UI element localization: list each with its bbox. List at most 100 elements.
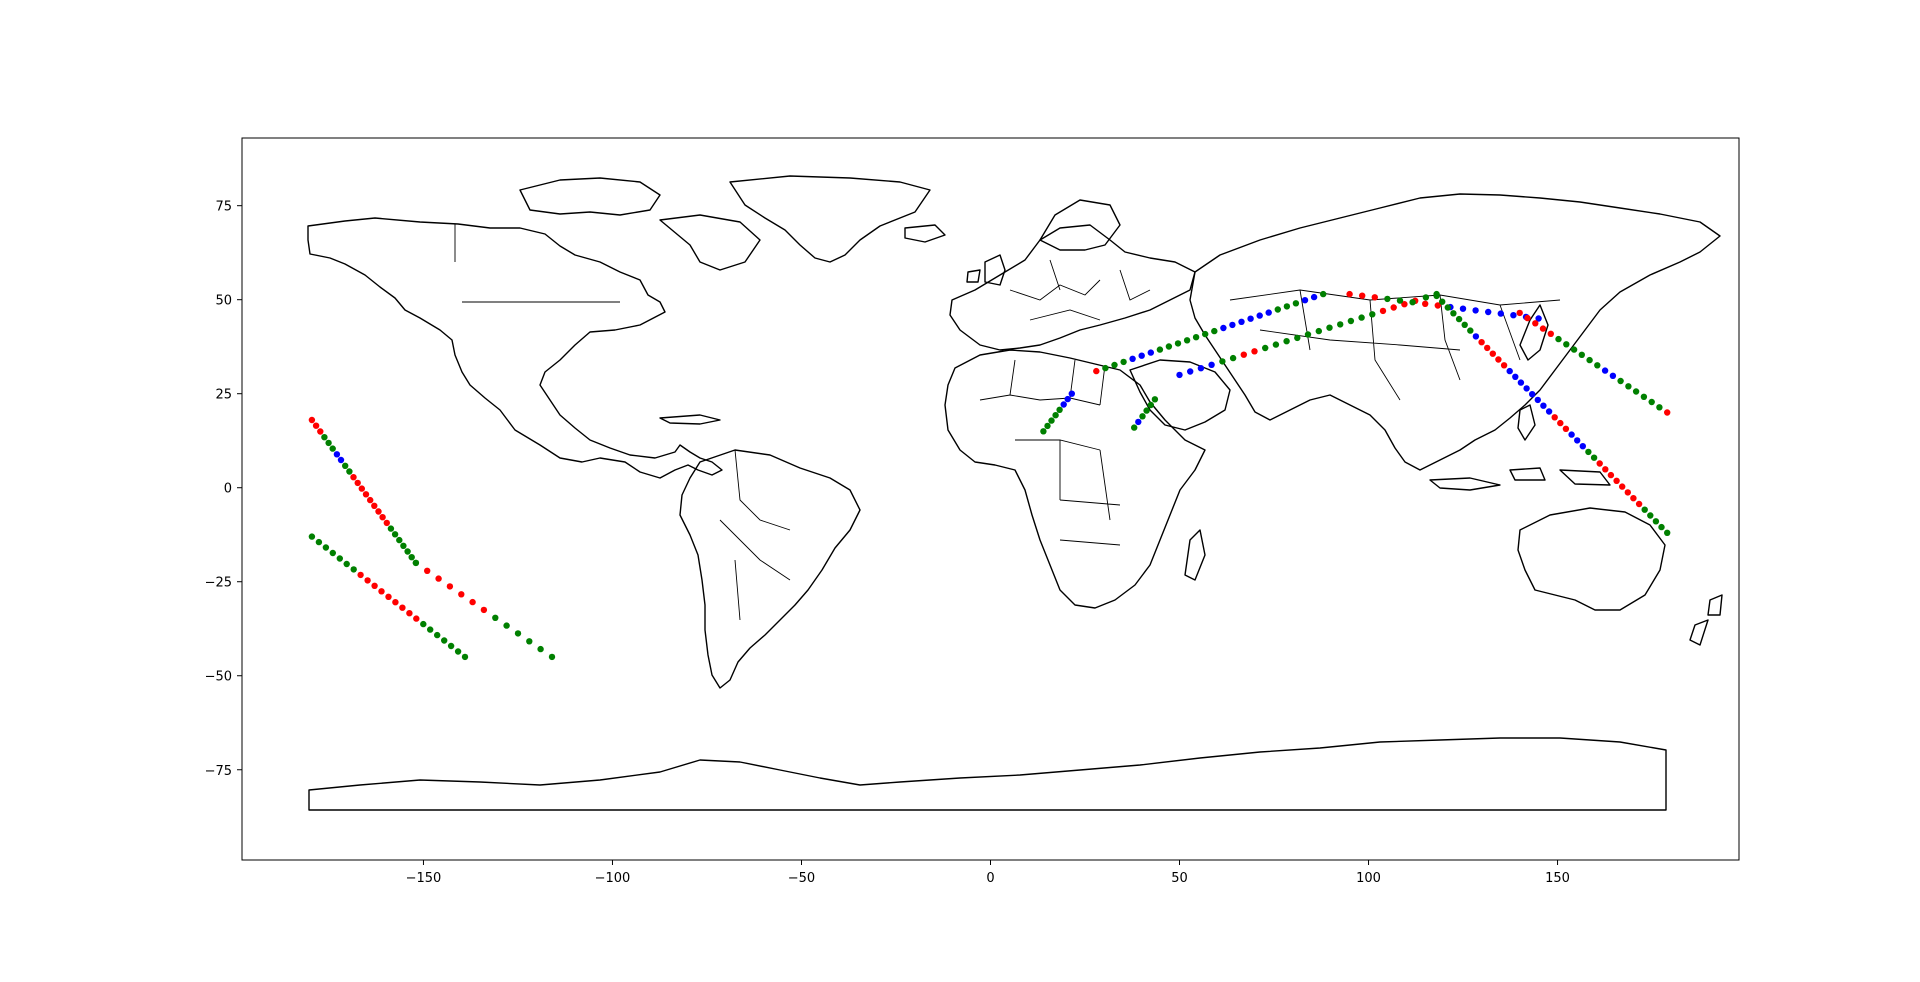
- australia-outline: [1517, 507, 1666, 611]
- red-trajectory-point: [1434, 302, 1442, 309]
- green-trajectory-point: [1358, 314, 1365, 321]
- green-trajectory-point: [1048, 417, 1055, 424]
- x-axis: −150 −100 −50 0 50 100 150: [406, 860, 1570, 886]
- green-trajectory-point: [1131, 424, 1138, 431]
- green-trajectory-point: [1467, 327, 1474, 334]
- red-trajectory-point: [1489, 350, 1497, 357]
- red-trajectory-point: [364, 577, 371, 584]
- red-trajectory-point: [371, 502, 378, 509]
- europe-outline: [949, 224, 1196, 351]
- green-trajectory-point: [1647, 512, 1654, 519]
- green-trajectory-point: [1632, 388, 1640, 395]
- green-trajectory-point: [1151, 396, 1159, 403]
- red-trajectory-point: [1602, 466, 1609, 473]
- red-trajectory-point: [385, 593, 392, 600]
- red-trajectory-point: [308, 416, 316, 424]
- green-trajectory-point: [342, 462, 349, 469]
- blue-trajectory-point: [1485, 308, 1492, 316]
- red-trajectory-point: [1524, 314, 1531, 322]
- green-trajectory-point: [1044, 422, 1051, 430]
- green-trajectory-point: [1590, 454, 1598, 461]
- green-trajectory-point: [1656, 404, 1663, 411]
- green-trajectory-point: [387, 525, 395, 532]
- red-trajectory-point: [1500, 362, 1508, 369]
- green-trajectory-point: [1625, 383, 1632, 390]
- green-trajectory-point: [1111, 361, 1118, 369]
- green-trajectory-point: [1272, 341, 1280, 348]
- green-trajectory-point: [321, 434, 328, 441]
- north-america-outline: [307, 217, 723, 479]
- blue-trajectory-point: [1506, 367, 1513, 375]
- green-trajectory-point: [350, 566, 357, 573]
- green-trajectory-point: [1120, 358, 1127, 366]
- red-trajectory-point: [378, 588, 385, 595]
- blue-trajectory-point: [333, 451, 341, 458]
- blue-trajectory-point: [1497, 310, 1505, 317]
- green-trajectory-point: [1183, 337, 1191, 344]
- iceland-outline: [904, 224, 946, 243]
- blue-trajectory-point: [1138, 352, 1145, 359]
- green-trajectory-point: [1455, 315, 1463, 323]
- green-trajectory-point: [1563, 341, 1570, 348]
- blue-trajectory-point: [1574, 437, 1581, 444]
- green-trajectory-point: [441, 637, 448, 644]
- y-tick-label: −25: [205, 576, 232, 591]
- red-trajectory-point: [413, 615, 420, 622]
- red-trajectory-point: [354, 479, 361, 487]
- greenland-outline: [729, 175, 931, 263]
- world-coastlines: [307, 175, 1723, 811]
- blue-trajectory-point: [1147, 349, 1155, 356]
- red-trajectory-point: [1596, 460, 1603, 467]
- new-zealand-outline: [1689, 594, 1723, 646]
- red-trajectory-point: [1240, 351, 1248, 358]
- y-tick-label: 25: [215, 388, 232, 403]
- red-trajectory-point: [1516, 309, 1523, 317]
- red-trajectory-point: [350, 474, 357, 481]
- red-trajectory-point: [1562, 425, 1570, 432]
- green-trajectory-point: [1056, 406, 1063, 413]
- blue-trajectory-point: [1301, 297, 1309, 304]
- green-trajectory-point: [492, 614, 499, 621]
- red-trajectory-point: [383, 519, 390, 527]
- green-trajectory-point: [1320, 290, 1327, 298]
- green-trajectory-point: [1292, 300, 1300, 307]
- green-trajectory-point: [1304, 331, 1312, 338]
- red-trajectory-point: [1379, 307, 1387, 315]
- blue-trajectory-point: [1310, 293, 1318, 301]
- blue-trajectory-point: [1197, 365, 1205, 372]
- green-trajectory-point: [1229, 354, 1237, 362]
- green-trajectory-point: [346, 468, 353, 475]
- x-tick-label: −50: [788, 871, 815, 886]
- british-isles-outline: [966, 254, 1006, 286]
- green-trajectory-point: [526, 638, 533, 645]
- madagascar-outline: [1184, 529, 1206, 581]
- red-trajectory-point: [362, 491, 370, 498]
- red-trajectory-point: [1401, 301, 1408, 308]
- red-trajectory-point: [1484, 344, 1491, 352]
- africa-outline: [944, 349, 1206, 609]
- blue-trajectory-point: [1534, 396, 1542, 404]
- green-trajectory-point: [1409, 299, 1416, 306]
- green-trajectory-point: [548, 653, 556, 661]
- y-tick-label: 75: [215, 200, 232, 215]
- x-tick-label: 100: [1356, 871, 1381, 886]
- antarctica-outline: [308, 737, 1667, 811]
- red-trajectory-point: [312, 422, 320, 429]
- green-trajectory-point: [537, 645, 544, 653]
- green-trajectory-point: [1315, 327, 1323, 335]
- red-trajectory-point: [1664, 409, 1671, 416]
- green-trajectory-point: [1165, 343, 1173, 350]
- indonesia-outline: [1429, 467, 1611, 491]
- green-trajectory-point: [427, 626, 434, 633]
- red-trajectory-point: [1619, 483, 1626, 490]
- arabian-peninsula-outline: [1129, 359, 1231, 431]
- green-trajectory-point: [1648, 398, 1655, 406]
- green-trajectory-point: [1439, 298, 1446, 305]
- red-trajectory-point: [375, 508, 382, 515]
- green-trajectory-point: [454, 648, 462, 655]
- red-trajectory-point: [357, 571, 364, 579]
- green-trajectory-point: [1641, 506, 1648, 513]
- green-trajectory-point: [325, 439, 332, 447]
- green-trajectory-point: [1337, 321, 1344, 328]
- green-trajectory-point: [1219, 358, 1226, 365]
